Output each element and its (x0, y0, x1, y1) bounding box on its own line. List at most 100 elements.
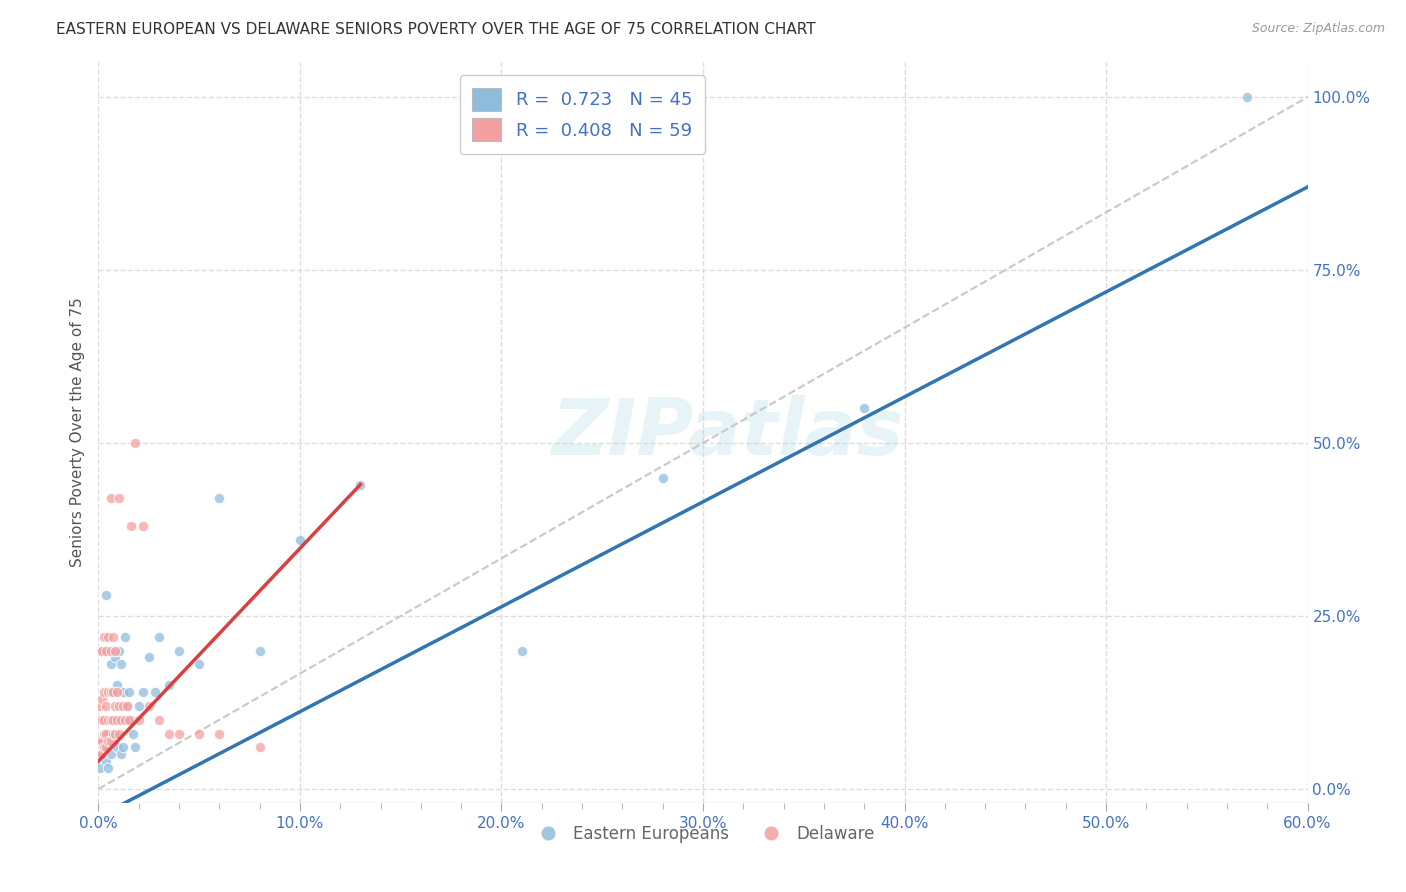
Point (103, 643, 125, 657)
Point (87, 713, 110, 727)
Point (208, 491, 231, 506)
Point (105, 678, 128, 692)
Point (93, 740, 115, 755)
Point (96, 726, 118, 740)
Point (89, 643, 111, 657)
Point (101, 685, 124, 699)
Point (101, 726, 124, 740)
Legend: Eastern Europeans, Delaware: Eastern Europeans, Delaware (524, 819, 882, 850)
Point (103, 650, 125, 665)
Point (93, 726, 115, 740)
Point (100, 733, 122, 747)
Point (349, 477, 371, 491)
Point (89, 747, 111, 762)
Point (120, 713, 142, 727)
Point (93, 713, 115, 727)
Point (114, 630, 136, 644)
Point (157, 726, 180, 740)
Point (111, 698, 134, 713)
Point (93, 685, 115, 699)
Point (89, 733, 111, 747)
Point (97, 685, 120, 699)
Point (103, 698, 125, 713)
Point (100, 747, 122, 762)
Point (1236, 90, 1258, 104)
Point (93, 740, 115, 755)
Point (89, 713, 111, 727)
Point (110, 713, 132, 727)
Point (249, 643, 271, 657)
Point (100, 643, 122, 657)
Text: ZIPatlas: ZIPatlas (551, 394, 903, 471)
Point (100, 685, 122, 699)
Point (157, 678, 180, 692)
Point (124, 740, 146, 755)
Point (110, 657, 132, 672)
Point (91, 733, 114, 747)
Point (111, 740, 134, 755)
Point (103, 726, 125, 740)
Point (96, 698, 118, 713)
Point (91, 643, 114, 657)
Point (101, 726, 124, 740)
Point (107, 726, 129, 740)
Point (510, 643, 533, 657)
Point (148, 630, 170, 644)
Point (89, 698, 111, 713)
Point (118, 685, 141, 699)
Point (100, 491, 122, 506)
Point (651, 470, 673, 484)
Point (96, 754, 118, 768)
Point (188, 657, 211, 672)
Point (288, 533, 311, 547)
Point (97, 630, 120, 644)
Point (100, 713, 122, 727)
Point (107, 491, 129, 506)
Point (128, 698, 150, 713)
Point (96, 740, 118, 755)
Point (105, 685, 128, 699)
Point (97, 733, 120, 747)
Point (138, 650, 160, 665)
Point (114, 713, 136, 727)
Point (87, 747, 110, 762)
Text: EASTERN EUROPEAN VS DELAWARE SENIORS POVERTY OVER THE AGE OF 75 CORRELATION CHAR: EASTERN EUROPEAN VS DELAWARE SENIORS POV… (56, 22, 815, 37)
Point (128, 713, 150, 727)
Point (91, 747, 114, 762)
Point (91, 747, 114, 762)
Point (103, 713, 125, 727)
Point (101, 685, 124, 699)
Point (132, 519, 155, 533)
Point (121, 726, 143, 740)
Y-axis label: Seniors Poverty Over the Age of 75: Seniors Poverty Over the Age of 75 (70, 298, 86, 567)
Text: Source: ZipAtlas.com: Source: ZipAtlas.com (1251, 22, 1385, 36)
Point (110, 747, 132, 762)
Point (124, 436, 146, 450)
Point (132, 685, 155, 699)
Point (87, 733, 110, 747)
Point (115, 698, 138, 713)
Point (97, 643, 120, 657)
Point (89, 761, 111, 775)
Point (93, 630, 115, 644)
Point (91, 713, 114, 727)
Point (96, 588, 118, 602)
Point (105, 740, 128, 755)
Point (105, 713, 128, 727)
Point (100, 657, 122, 672)
Point (167, 643, 190, 657)
Point (101, 713, 124, 727)
Point (97, 761, 120, 775)
Point (138, 698, 160, 713)
Point (101, 630, 124, 644)
Point (118, 713, 141, 727)
Point (107, 698, 129, 713)
Point (115, 698, 138, 713)
Point (107, 643, 129, 657)
Point (96, 643, 118, 657)
Point (107, 713, 129, 727)
Point (249, 740, 271, 755)
Point (188, 726, 211, 740)
Point (208, 726, 231, 740)
Point (120, 519, 142, 533)
